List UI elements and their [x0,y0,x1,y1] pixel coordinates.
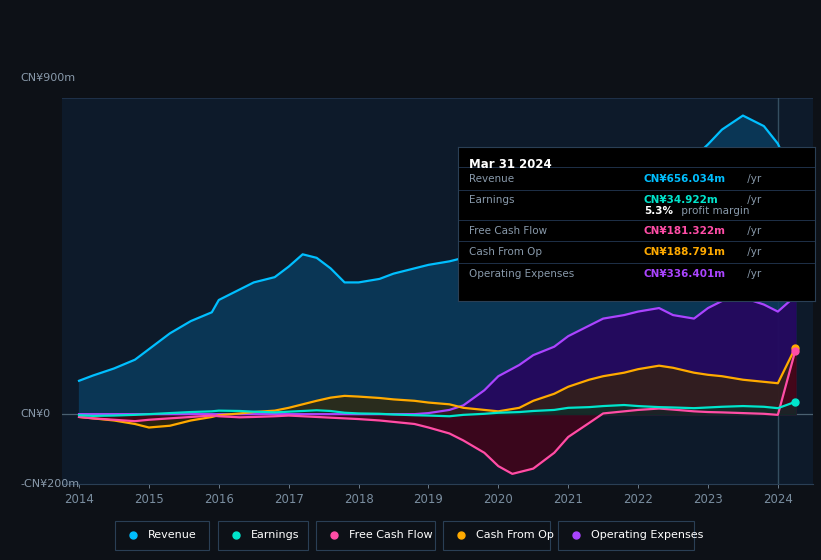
Text: CN¥656.034m: CN¥656.034m [644,174,726,184]
Text: CN¥181.322m: CN¥181.322m [644,226,726,236]
Text: Earnings: Earnings [469,195,514,205]
Text: /yr: /yr [744,174,761,184]
Text: profit margin: profit margin [678,206,750,216]
Text: CN¥34.922m: CN¥34.922m [644,195,718,205]
Text: Revenue: Revenue [148,530,196,540]
Text: /yr: /yr [744,195,761,205]
Text: CN¥0: CN¥0 [21,409,50,419]
Text: CN¥188.791m: CN¥188.791m [644,247,726,257]
Text: /yr: /yr [744,226,761,236]
Text: Cash From Op: Cash From Op [476,530,554,540]
Text: CN¥336.401m: CN¥336.401m [644,269,726,279]
Text: 5.3%: 5.3% [644,206,673,216]
Text: Cash From Op: Cash From Op [469,247,542,257]
Text: /yr: /yr [744,269,761,279]
Text: Operating Expenses: Operating Expenses [469,269,574,279]
Text: Operating Expenses: Operating Expenses [591,530,704,540]
Text: /yr: /yr [744,247,761,257]
Text: Free Cash Flow: Free Cash Flow [469,226,547,236]
Text: -CN¥200m: -CN¥200m [21,479,80,489]
Text: Revenue: Revenue [469,174,514,184]
Text: Mar 31 2024: Mar 31 2024 [469,157,552,170]
Text: Earnings: Earnings [250,530,299,540]
Text: CN¥900m: CN¥900m [21,73,76,82]
Text: Free Cash Flow: Free Cash Flow [349,530,433,540]
